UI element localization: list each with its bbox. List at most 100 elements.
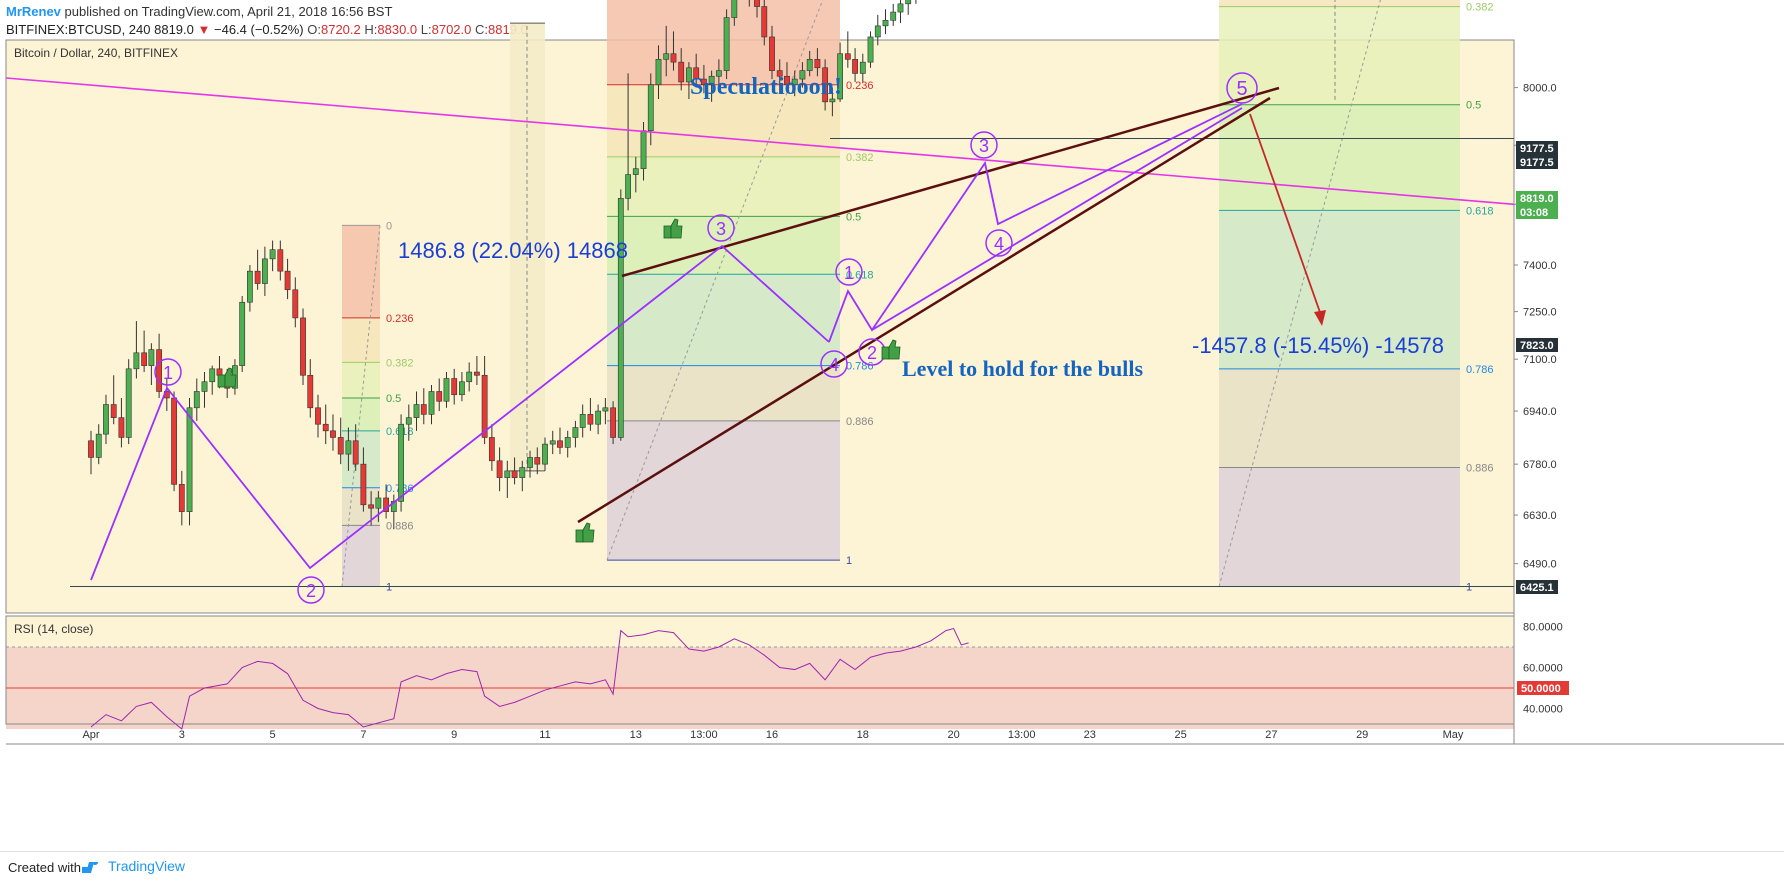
fib-zone <box>1219 467 1460 587</box>
candle <box>300 317 306 376</box>
chart-legend: Bitcoin / Dollar, 240, BITFINEX <box>14 46 178 60</box>
candle <box>806 59 813 71</box>
low-value: 8702.0 <box>431 22 472 37</box>
time-axis-label: 3 <box>179 729 185 741</box>
candle <box>171 397 177 485</box>
time-axis-label: 9 <box>451 729 457 741</box>
candle <box>670 53 677 63</box>
candle <box>761 6 768 38</box>
candle <box>534 457 541 465</box>
fib-level-label: 0.886 <box>386 520 414 532</box>
publish-line: MrRenev published on TradingView.com, Ap… <box>6 4 392 19</box>
fib-level-label: 0.382 <box>386 357 414 369</box>
high-value: 8830.0 <box>377 22 418 37</box>
wave-label: 4 <box>829 355 839 375</box>
last-price: 8819.0 <box>154 22 194 37</box>
candle <box>587 414 594 425</box>
wave-path-secondary <box>828 103 1243 343</box>
candle <box>209 368 216 383</box>
wave-circle <box>985 229 1013 257</box>
down-arrow-icon: ▼ <box>197 22 211 37</box>
price-tag-bg <box>1516 155 1558 169</box>
candle <box>247 270 253 303</box>
candle <box>496 460 503 478</box>
price-tag-bg <box>1516 141 1558 155</box>
fib-level-label: 1 <box>386 582 392 594</box>
wave-circle <box>297 576 325 604</box>
candle <box>754 0 760 7</box>
candle <box>315 407 321 425</box>
measure-down-label: -1457.8 (-15.45%) -14578 <box>1192 333 1444 358</box>
candle <box>852 59 858 74</box>
candle <box>549 440 556 445</box>
price-tag-bg <box>1516 191 1558 205</box>
fib-level-label: 0.886 <box>1466 463 1494 475</box>
rsi-line <box>90 627 969 730</box>
fib-zone <box>1219 0 1460 7</box>
candle <box>708 75 715 86</box>
price-chart[interactable]: 8000.07800.07600.07400.07250.07100.06940… <box>0 0 1784 851</box>
candle <box>292 289 299 319</box>
rsi-axis-label: 40.0000 <box>1523 704 1563 716</box>
high-label: H: <box>364 22 378 37</box>
time-axis-label: 20 <box>947 729 959 741</box>
tradingview-brand[interactable]: TradingView <box>82 858 185 874</box>
candle <box>617 198 624 438</box>
candle <box>337 437 344 455</box>
thumbs-up-icon <box>217 374 226 388</box>
candle <box>640 130 647 169</box>
candle <box>504 470 511 478</box>
price-axis-label: 8000.0 <box>1523 83 1557 95</box>
speculation-annotation: Speculatiooon! <box>690 74 842 100</box>
price-tag: 7823.0 <box>1520 340 1554 352</box>
candle <box>284 270 291 291</box>
candle <box>488 437 495 462</box>
rsi-axis-label: 60.0000 <box>1523 663 1563 675</box>
candle <box>148 349 155 366</box>
wave-label: 4 <box>994 234 1004 254</box>
candle <box>557 440 563 448</box>
candle <box>141 352 148 366</box>
candle <box>837 53 843 100</box>
open-value: 8720.2 <box>320 22 361 37</box>
fib-zone <box>342 525 380 587</box>
fib-trend-line <box>341 225 381 587</box>
candle <box>822 67 829 103</box>
candle <box>769 36 775 71</box>
open-label: O: <box>307 22 321 37</box>
candle <box>466 371 473 383</box>
symbol-label: BITFINEX:BTCUSD, 240 <box>6 22 151 37</box>
time-axis-label: 13:00 <box>1008 729 1036 741</box>
fib-level-label: 1 <box>846 555 852 567</box>
fib-zone <box>1219 104 1460 211</box>
time-axis-label: 16 <box>766 729 778 741</box>
price-axis-label: 6780.0 <box>1523 459 1557 471</box>
fib-level-label: 0.382 <box>846 152 874 164</box>
price-tag: 9177.5 <box>1520 157 1554 169</box>
candle <box>890 11 897 21</box>
fib-zone <box>1219 6 1460 105</box>
fib-zone <box>342 317 380 363</box>
close-label: C: <box>475 22 488 37</box>
fib-level-label: 0.5 <box>1466 100 1481 112</box>
candle <box>103 404 109 435</box>
candle <box>527 457 533 468</box>
candle <box>542 443 548 465</box>
rsi-value-tag-bg <box>1517 681 1569 695</box>
wave-label: 5 <box>1236 78 1247 100</box>
candle <box>776 70 783 77</box>
time-axis-label: Apr <box>82 729 99 741</box>
low-label: L: <box>420 22 432 37</box>
candle <box>905 0 912 5</box>
time-axis-label: 7 <box>360 729 366 741</box>
wave-path-lower <box>871 107 1243 331</box>
candle <box>254 270 261 284</box>
fib-zone <box>607 420 840 561</box>
author-name[interactable]: MrRenev <box>6 4 61 19</box>
price-tag: 9177.5 <box>1520 143 1554 155</box>
fib-level-label: 0 <box>386 220 392 232</box>
footer: Created with TradingView <box>0 851 1784 882</box>
tradingview-logo-icon <box>82 861 99 873</box>
projection-arrow-head <box>1314 310 1326 326</box>
candle <box>579 414 586 428</box>
